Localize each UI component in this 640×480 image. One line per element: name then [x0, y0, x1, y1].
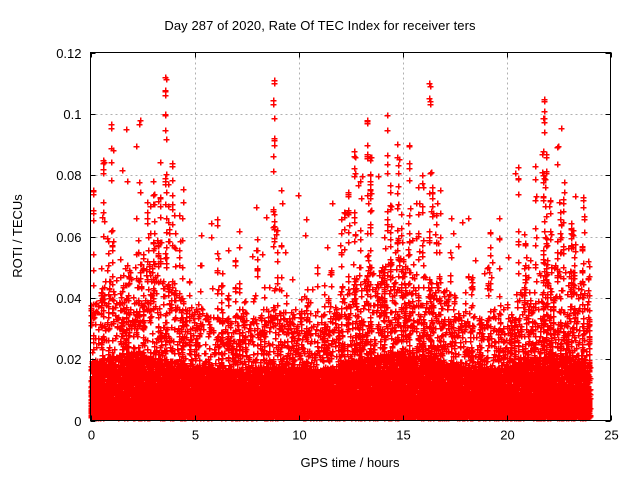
data-points-group — [88, 74, 594, 422]
page-title: Day 287 of 2020, Rate Of TEC Index for r… — [0, 18, 640, 33]
